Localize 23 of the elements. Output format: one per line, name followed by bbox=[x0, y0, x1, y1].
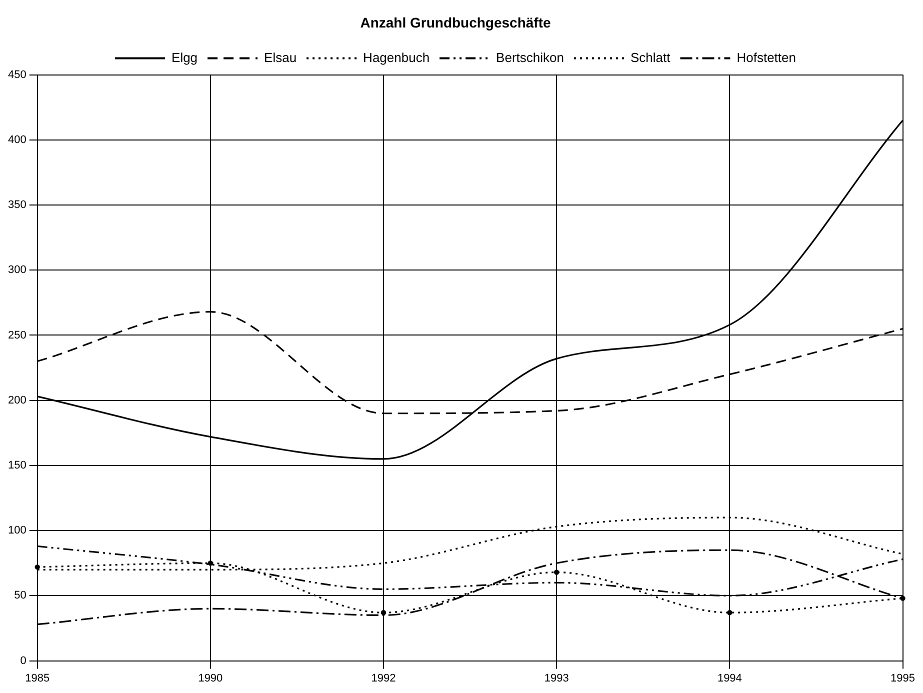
legend-label: Schlatt bbox=[630, 50, 671, 65]
y-tick-label: 100 bbox=[8, 524, 26, 537]
legend-label: Hagenbuch bbox=[363, 50, 430, 65]
x-tick-label: 1992 bbox=[371, 672, 396, 684]
y-tick-label: 300 bbox=[8, 264, 26, 276]
x-tick-label: 1985 bbox=[25, 672, 50, 684]
y-tick-label: 250 bbox=[8, 329, 26, 342]
legend-label: Bertschikon bbox=[496, 50, 564, 65]
y-tick-label: 350 bbox=[8, 199, 26, 212]
x-tick-label: 1994 bbox=[717, 672, 742, 684]
y-tick-label: 150 bbox=[8, 460, 26, 472]
x-tick-label: 1995 bbox=[890, 672, 916, 684]
chart-title: Anzahl Grundbuchgeschäfte bbox=[360, 14, 551, 30]
y-tick-label: 400 bbox=[8, 134, 26, 146]
x-tick-label: 1993 bbox=[544, 672, 569, 684]
x-tick-label: 1990 bbox=[198, 672, 223, 684]
y-tick-label: 50 bbox=[14, 590, 26, 602]
y-tick-label: 200 bbox=[8, 394, 26, 406]
y-tick-label: 450 bbox=[8, 68, 26, 81]
y-tick-label: 0 bbox=[20, 654, 26, 667]
legend-label: Elsau bbox=[264, 50, 297, 65]
legend-label: Elgg bbox=[172, 50, 198, 65]
legend-label: Hofstetten bbox=[736, 50, 796, 65]
